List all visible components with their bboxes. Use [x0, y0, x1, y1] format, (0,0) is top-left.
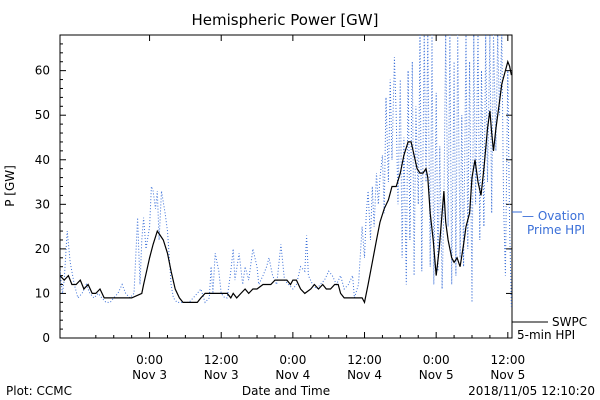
y-tick-label: 40	[35, 153, 50, 167]
y-tick-label: 0	[42, 331, 50, 345]
legend-swpc-label-2: 5-min HPI	[517, 328, 575, 342]
y-tick-label: 30	[35, 197, 50, 211]
x-tick-label: 0:00	[423, 353, 450, 367]
y-tick-label: 10	[35, 286, 50, 300]
plot-credit: Plot: CCMC	[6, 384, 72, 398]
series-swpc-line	[60, 59, 512, 305]
x-tick-label: Nov 4	[275, 368, 310, 382]
legend-swpc-label-1: SWPC	[552, 315, 587, 329]
y-axis-label: P [GW]	[3, 165, 17, 207]
x-tick-label: Nov 5	[419, 368, 454, 382]
x-tick-label: 12:00	[204, 353, 239, 367]
series-layer	[60, 35, 512, 307]
y-tick-label: 60	[35, 64, 50, 78]
x-tick-label: Nov 5	[490, 368, 525, 382]
x-tick-label: 0:00	[279, 353, 306, 367]
x-tick-label: 12:00	[347, 353, 382, 367]
legend: — Ovation Prime HPI SWPC 5-min HPI	[512, 209, 587, 342]
legend-ovation-label-1: — Ovation	[522, 209, 585, 223]
x-tick-label: Nov 3	[132, 368, 167, 382]
x-tick-label: Nov 4	[347, 368, 382, 382]
x-tick-label: 0:00	[136, 353, 163, 367]
legend-ovation-label-2: Prime HPI	[527, 223, 585, 237]
chart-title: Hemispheric Power [GW]	[192, 11, 379, 29]
x-tick-label: Nov 3	[204, 368, 239, 382]
y-tick-label: 50	[35, 108, 50, 122]
x-axis-label: Date and Time	[242, 384, 330, 398]
series-ovation-line	[60, 35, 512, 307]
y-tick-label: 20	[35, 242, 50, 256]
x-tick-label: 12:00	[491, 353, 526, 367]
plot-timestamp: 2018/11/05 12:10:20	[468, 384, 595, 398]
